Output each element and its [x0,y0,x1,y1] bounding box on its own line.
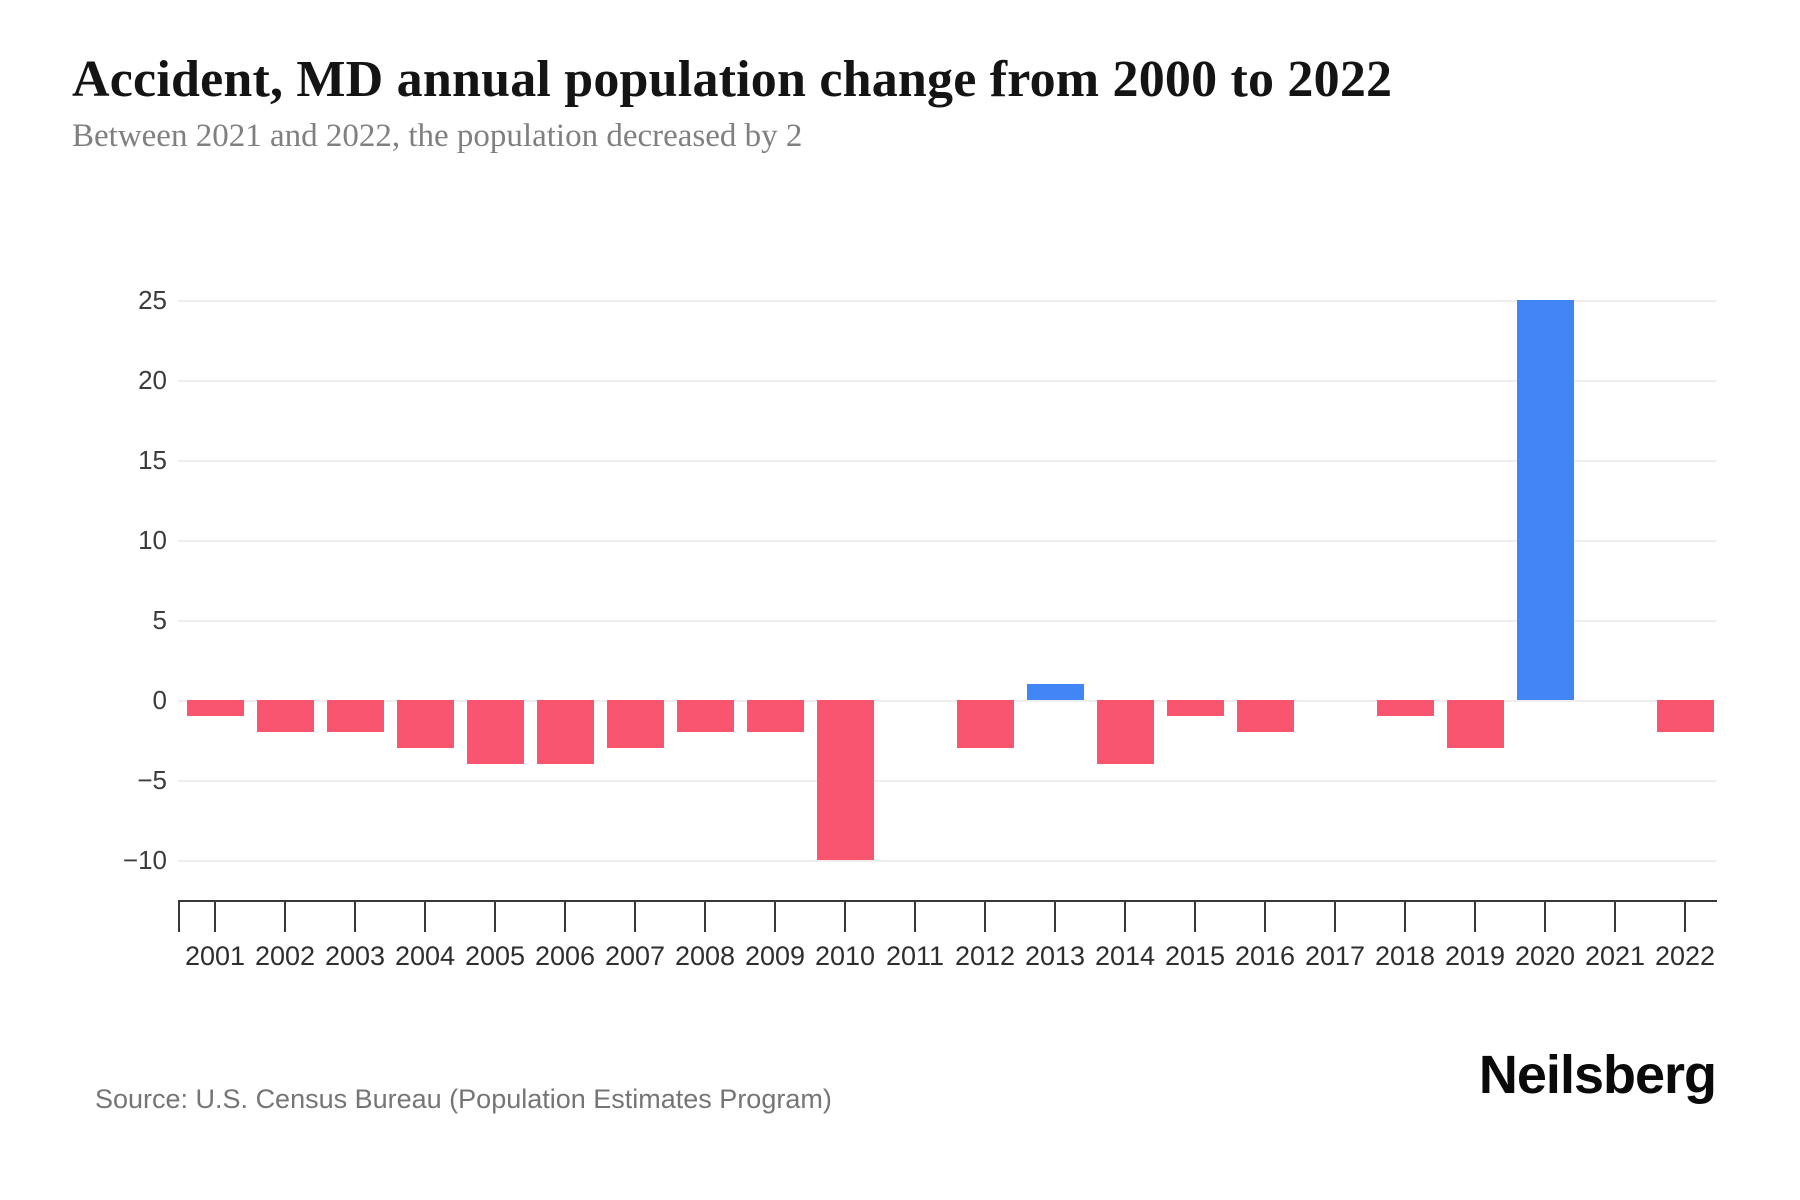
x-tick-2001 [214,900,216,932]
x-tick-2013 [1054,900,1056,932]
x-tick-label-2011: 2011 [885,941,945,971]
x-tick-label-2010: 2010 [814,941,876,971]
gridline-0 [178,700,1717,702]
x-tick-label-2009: 2009 [744,941,806,971]
x-tick-label-2018: 2018 [1374,941,1436,971]
x-tick-label-2021: 2021 [1584,941,1646,971]
x-tick-2011 [914,900,916,932]
bar-2014 [1096,700,1154,764]
x-tick-label-2013: 2013 [1024,941,1086,971]
x-tick-label-2001: 2001 [184,941,246,971]
gridline-15 [178,460,1717,462]
bar-2012 [956,700,1014,748]
x-axis-start-tick [178,900,180,932]
bar-2008 [676,700,734,732]
bar-2002 [256,700,314,732]
bar-2019 [1446,700,1504,748]
bar-2009 [746,700,804,732]
bar-2015 [1166,700,1224,716]
plot-area: 2001 2002 2003 2004 2005 2006 2007 2008 2009 2010… [178,260,1717,971]
x-tick-2008 [704,900,706,932]
x-tick-2006 [564,900,566,932]
x-tick-2010 [844,900,846,932]
gridline-25 [178,300,1717,302]
page-subtitle: Between 2021 and 2022, the population de… [72,118,803,154]
bar-2001 [186,700,244,716]
x-tick-label-2007: 2007 [604,941,666,971]
x-tick-label-2012: 2012 [954,941,1016,971]
x-tick-2004 [424,900,426,932]
y-tick-label-10: 10 [138,525,167,555]
bar-2004 [396,700,454,748]
y-axis: 25 20 15 10 5 0 −5 −10 [0,0,167,1000]
y-tick-label--5: −5 [137,765,167,795]
bar-2022 [1656,700,1714,732]
x-tick-label-2006: 2006 [534,941,596,971]
source-attribution: Source: U.S. Census Bureau (Population E… [95,1084,832,1114]
x-tick-2017 [1334,900,1336,932]
gridline--5 [178,780,1717,782]
y-tick-label-15: 15 [138,445,167,475]
bar-2003 [326,700,384,732]
y-tick-label-5: 5 [152,605,167,635]
x-tick-2015 [1194,900,1196,932]
x-tick-2022 [1684,900,1686,932]
x-tick-2021 [1614,900,1616,932]
bar-2013 [1026,684,1084,700]
x-tick-label-2003: 2003 [324,941,386,971]
bar-2006 [536,700,594,764]
x-tick-label-2002: 2002 [254,941,316,971]
x-tick-label-2008: 2008 [674,941,736,971]
bar-2005 [466,700,524,764]
gridline-20 [178,380,1717,382]
bar-2010 [816,700,874,860]
x-tick-label-2014: 2014 [1094,941,1156,971]
x-tick-2007 [634,900,636,932]
x-tick-2002 [284,900,286,932]
y-tick-label-25: 25 [138,285,167,315]
x-tick-2018 [1404,900,1406,932]
x-tick-label-2015: 2015 [1164,941,1226,971]
x-tick-2014 [1124,900,1126,932]
bar-2018 [1376,700,1434,716]
x-tick-label-2022: 2022 [1654,941,1716,971]
x-tick-2020 [1544,900,1546,932]
bar-2007 [606,700,664,748]
x-tick-label-2017: 2017 [1304,941,1366,971]
bar-2020 [1516,300,1574,700]
x-tick-2016 [1264,900,1266,932]
x-tick-label-2020: 2020 [1514,941,1576,971]
y-tick-label-20: 20 [138,365,167,395]
gridline-5 [178,620,1717,622]
x-tick-2019 [1474,900,1476,932]
x-tick-label-2004: 2004 [394,941,456,971]
x-tick-label-2005: 2005 [464,941,526,971]
x-tick-2005 [494,900,496,932]
gridline-10 [178,540,1717,542]
bar-2016 [1236,700,1294,732]
y-tick-label-0: 0 [152,685,167,715]
gridline--10 [178,860,1717,862]
x-tick-label-2016: 2016 [1234,941,1296,971]
x-tick-2009 [774,900,776,932]
x-tick-2012 [984,900,986,932]
x-tick-2003 [354,900,356,932]
x-tick-label-2019: 2019 [1444,941,1506,971]
page-title: Accident, MD annual population change fr… [72,51,1393,108]
y-tick-label--10: −10 [122,845,167,875]
neilsberg-logo: Neilsberg [1478,1045,1717,1105]
